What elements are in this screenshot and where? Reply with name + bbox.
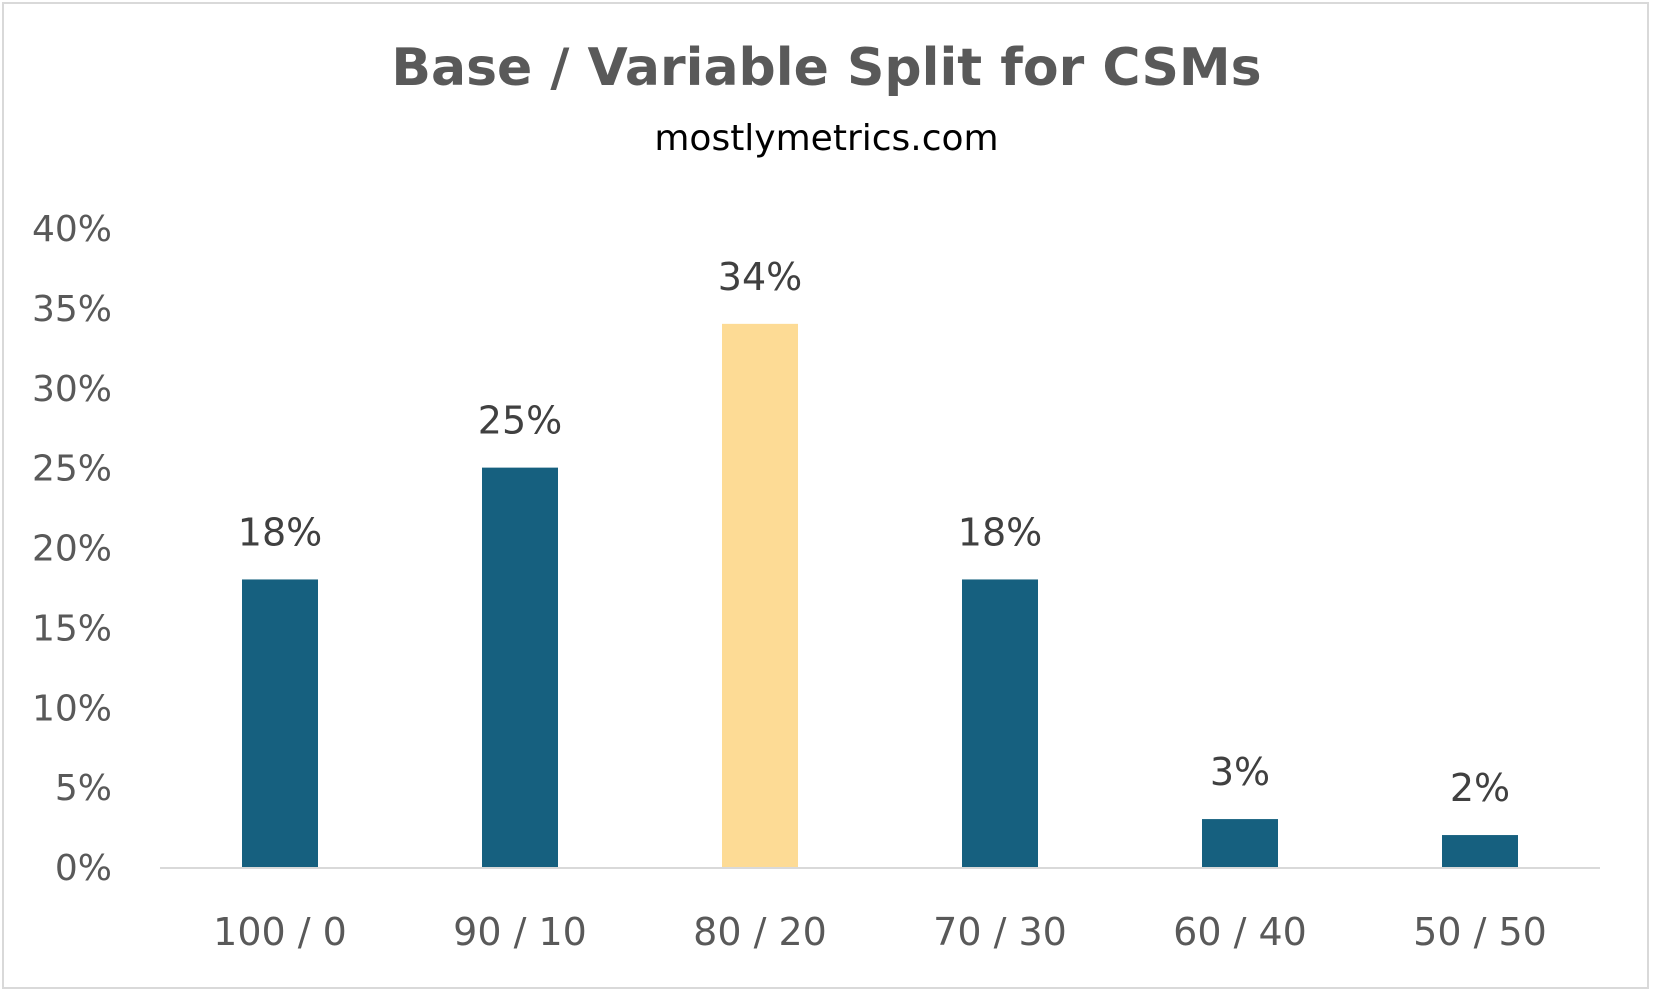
data-label: 18% [958,510,1042,554]
y-tick-label: 0% [55,848,112,889]
y-tick-label: 30% [32,369,112,410]
y-axis-ticks: 0% 5% 10% 15% 20% 25% 30% 35% 40% [32,209,112,889]
bar [242,579,318,867]
data-label: 2% [1450,766,1510,810]
x-tick-label: 90 / 10 [453,910,587,954]
x-tick-label: 100 / 0 [213,910,347,954]
data-label: 18% [238,510,322,554]
y-tick-label: 5% [55,768,112,809]
bar [1442,835,1518,867]
data-label: 25% [478,399,562,443]
data-label: 3% [1210,750,1270,794]
bar [962,579,1038,867]
y-tick-label: 25% [32,449,112,490]
data-labels-group: 18% 25% 34% 18% 3% 2% [238,255,1510,810]
chart-title: Base / Variable Split for CSMs [391,38,1262,98]
y-tick-label: 40% [32,209,112,250]
chart-subtitle: mostlymetrics.com [654,118,999,159]
bars-group [242,323,1518,868]
data-label: 34% [718,255,802,299]
x-tick-label: 60 / 40 [1173,910,1307,954]
y-tick-label: 15% [32,608,112,649]
y-tick-label: 35% [32,289,112,330]
x-tick-label: 50 / 50 [1413,910,1547,954]
bar [482,467,558,867]
x-tick-label: 80 / 20 [693,910,827,954]
y-tick-label: 10% [32,688,112,729]
y-tick-label: 20% [32,529,112,570]
bar [1202,819,1278,867]
x-axis-labels: 100 / 0 90 / 10 80 / 20 70 / 30 60 / 40 50 / … [213,910,1547,954]
bar [722,323,798,868]
x-tick-label: 70 / 30 [933,910,1067,954]
